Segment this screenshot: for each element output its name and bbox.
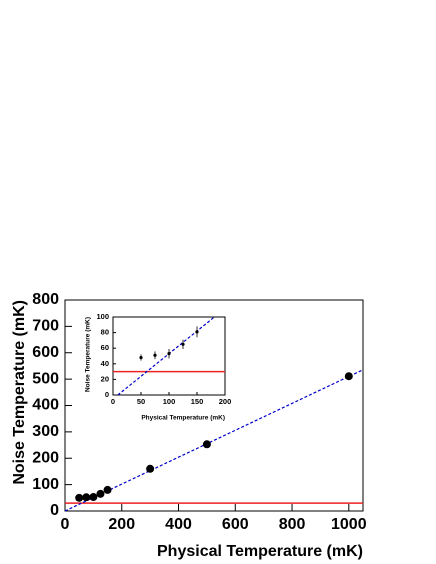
fit-line <box>117 316 215 396</box>
data-point <box>103 485 112 494</box>
y-tick-label: 800 <box>32 291 59 308</box>
y-tick-label: 0 <box>105 390 109 399</box>
x-tick-label: 1000 <box>331 516 367 533</box>
x-tick-label: 200 <box>108 516 135 533</box>
data-point <box>153 353 157 357</box>
data-point <box>167 352 171 356</box>
y-tick-label: 60 <box>101 343 109 352</box>
y-tick-label: 40 <box>101 359 109 368</box>
data-point <box>195 330 199 334</box>
y-tick-label: 400 <box>32 397 59 414</box>
data-point <box>75 493 84 502</box>
x-tick-label: 400 <box>165 516 192 533</box>
y-tick-label: 100 <box>32 476 59 493</box>
y-tick-label: 600 <box>32 344 59 361</box>
y-tick-label: 300 <box>32 423 59 440</box>
y-axis-label: Noise Temperature (mK) <box>11 300 28 485</box>
data-point <box>89 493 98 502</box>
y-tick-label: 500 <box>32 370 59 387</box>
x-tick-label: 100 <box>163 397 176 406</box>
x-tick-label: 0 <box>61 516 70 533</box>
y-tick-label: 100 <box>96 312 109 321</box>
data-point <box>202 440 211 449</box>
data-point <box>82 493 91 502</box>
x-tick-label: 50 <box>137 397 145 406</box>
y-axis-label: Noise Temperature (mK) <box>85 317 92 392</box>
y-tick-label: 80 <box>101 328 109 337</box>
y-tick-label: 0 <box>50 502 59 519</box>
x-axis-label: Physical Temperature (mK) <box>157 543 363 560</box>
y-tick-label: 700 <box>32 318 59 335</box>
data-point <box>96 489 105 498</box>
data-point <box>181 342 185 346</box>
x-tick-label: 600 <box>222 516 249 533</box>
y-tick-label: 200 <box>32 449 59 466</box>
data-point <box>146 464 155 473</box>
x-tick-label: 0 <box>111 397 115 406</box>
x-axis-label: Physical Temperature (mK) <box>141 415 225 422</box>
x-tick-label: 200 <box>219 397 232 406</box>
y-tick-label: 20 <box>101 374 109 383</box>
data-point <box>139 355 143 360</box>
x-tick-label: 150 <box>191 397 204 406</box>
data-point <box>344 372 353 381</box>
x-tick-label: 800 <box>279 516 306 533</box>
